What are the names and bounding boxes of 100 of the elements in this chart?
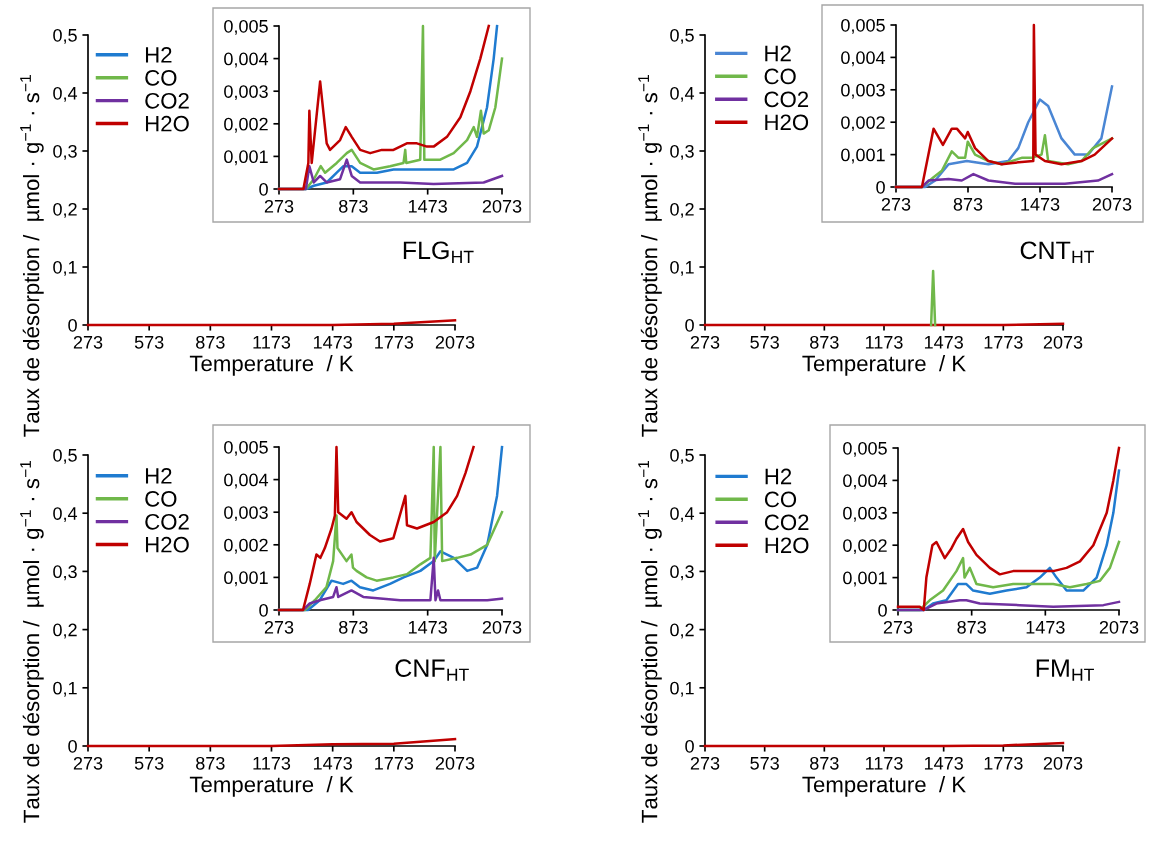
y-tick-label: 0,001	[841, 148, 885, 164]
y-tick-label: 0,004	[224, 473, 269, 489]
x-tick-label: 2073	[482, 199, 522, 213]
y-tick-label: 0,2	[670, 202, 694, 218]
y-tick-label: 0,003	[224, 506, 268, 522]
annotation: CNT$_{HT}$	[1020, 241, 1095, 263]
x-tick-label: 573	[134, 756, 164, 770]
legend-label: CO	[764, 491, 797, 508]
x-tick-label: 273	[264, 620, 294, 634]
y-tick-label: 0,003	[841, 83, 885, 99]
annotation: FM$_{HT}$	[1036, 659, 1094, 681]
legend-label: CO2	[145, 513, 189, 530]
x-tick-label: 573	[750, 335, 779, 349]
x-tick-label: 1773	[984, 335, 1023, 349]
y-tick-label: 0,002	[843, 539, 887, 555]
y-tick-label: 0,3	[53, 144, 77, 160]
x-axis-title: Temperature / K	[189, 776, 354, 797]
y-tick-label: 0	[685, 739, 694, 753]
y-tick-label: 0	[876, 180, 885, 194]
legend-label: H2O	[145, 536, 189, 553]
x-tick-label: 2073	[435, 335, 475, 349]
y-tick-label: 0,1	[53, 681, 77, 697]
y-tick-label: 0,005	[841, 18, 885, 34]
y-tick-label: 0	[685, 318, 694, 332]
y-tick-label: 0,001	[843, 571, 887, 587]
y-tick-label: 0,3	[53, 565, 77, 581]
x-tick-label: 1173	[865, 756, 903, 770]
x-tick-label: 1473	[924, 756, 963, 770]
y-tick-label: 0,3	[670, 144, 694, 160]
annotation: FLG$_{HT}$	[403, 241, 474, 263]
legend-label: CO2	[145, 92, 189, 109]
x-tick-label: 2073	[1099, 620, 1139, 634]
x-tick-label: 273	[883, 620, 913, 634]
legend-label: H2	[765, 45, 791, 62]
annotation: CNF$_{HT}$	[395, 659, 469, 681]
y-tick-label: 0,005	[224, 440, 268, 456]
y-tick-label: 0,001	[224, 150, 268, 166]
x-tick-label: 1473	[313, 756, 352, 770]
y-tick-label: 0,003	[224, 85, 268, 101]
y-tick-label: 0,5	[670, 28, 694, 44]
x-tick-label: 1473	[313, 335, 352, 349]
x-tick-label: 1473	[408, 199, 447, 213]
legend-label: H2O	[765, 114, 809, 131]
x-tick-label: 2073	[1092, 197, 1132, 211]
y-axis-title: Taux de désorption / µmol · g$^{−1}$ · s$^{−1}$	[638, 75, 662, 437]
y-tick-label: 0	[259, 603, 268, 617]
legend-label: H2O	[145, 115, 189, 132]
x-tick-label: 1773	[375, 756, 414, 770]
x-tick-label: 273	[73, 756, 103, 770]
x-tick-label: 2073	[1043, 756, 1083, 770]
x-tick-label: 873	[339, 199, 368, 213]
y-tick-label: 0,1	[670, 260, 694, 276]
y-tick-label: 0,2	[53, 202, 77, 218]
x-tick-label: 273	[73, 335, 103, 349]
y-tick-label: 0,002	[224, 117, 268, 133]
y-tick-label: 0,4	[670, 86, 695, 102]
x-tick-label: 1173	[253, 756, 291, 770]
legend-label: CO2	[764, 514, 809, 531]
x-tick-label: 573	[750, 756, 779, 770]
x-tick-label: 1473	[924, 335, 963, 349]
x-tick-label: 873	[339, 620, 368, 634]
x-tick-label: 2073	[482, 620, 522, 634]
y-tick-label: 0,002	[841, 116, 885, 132]
y-tick-label: 0,005	[224, 19, 268, 35]
y-tick-label: 0	[68, 739, 77, 753]
y-tick-label: 0,4	[670, 507, 695, 523]
x-tick-label: 1473	[1021, 197, 1060, 211]
y-tick-label: 0	[878, 603, 887, 617]
y-tick-label: 0,4	[53, 86, 78, 102]
y-tick-label: 0,005	[843, 441, 887, 457]
x-tick-label: 1773	[375, 335, 414, 349]
y-tick-label: 0,5	[53, 448, 77, 464]
x-tick-label: 1773	[984, 756, 1023, 770]
x-tick-label: 1173	[865, 335, 903, 349]
x-tick-label: 873	[196, 335, 225, 349]
legend-label: CO	[145, 490, 177, 507]
y-tick-label: 0,003	[843, 506, 887, 522]
y-tick-label: 0	[68, 318, 77, 332]
x-tick-label: 873	[196, 756, 225, 770]
legend-label: CO2	[764, 91, 809, 108]
y-tick-label: 0,3	[670, 565, 694, 581]
y-tick-label: 0,1	[53, 260, 77, 276]
x-tick-label: 273	[264, 199, 294, 213]
legend-label: H2	[145, 468, 172, 484]
x-tick-label: 873	[957, 620, 986, 634]
y-axis-title: Taux de désorption / µmol · g$^{−1}$ · s$^{−1}$	[20, 75, 44, 437]
y-tick-label: 0,5	[53, 28, 77, 44]
x-tick-label: 873	[953, 197, 983, 211]
x-axis-title: Temperature / K	[802, 355, 966, 376]
x-tick-label: 273	[690, 335, 720, 349]
y-tick-label: 0,004	[841, 51, 886, 67]
x-tick-label: 573	[134, 335, 164, 349]
x-tick-label: 873	[810, 756, 839, 770]
y-tick-label: 0,1	[670, 681, 694, 697]
legend-label: H2	[765, 468, 792, 485]
x-tick-label: 2073	[435, 756, 475, 770]
y-tick-label: 0,4	[53, 507, 78, 523]
legend-label: H2	[145, 47, 172, 63]
x-tick-label: 273	[690, 756, 720, 770]
x-tick-label: 273	[881, 197, 911, 211]
